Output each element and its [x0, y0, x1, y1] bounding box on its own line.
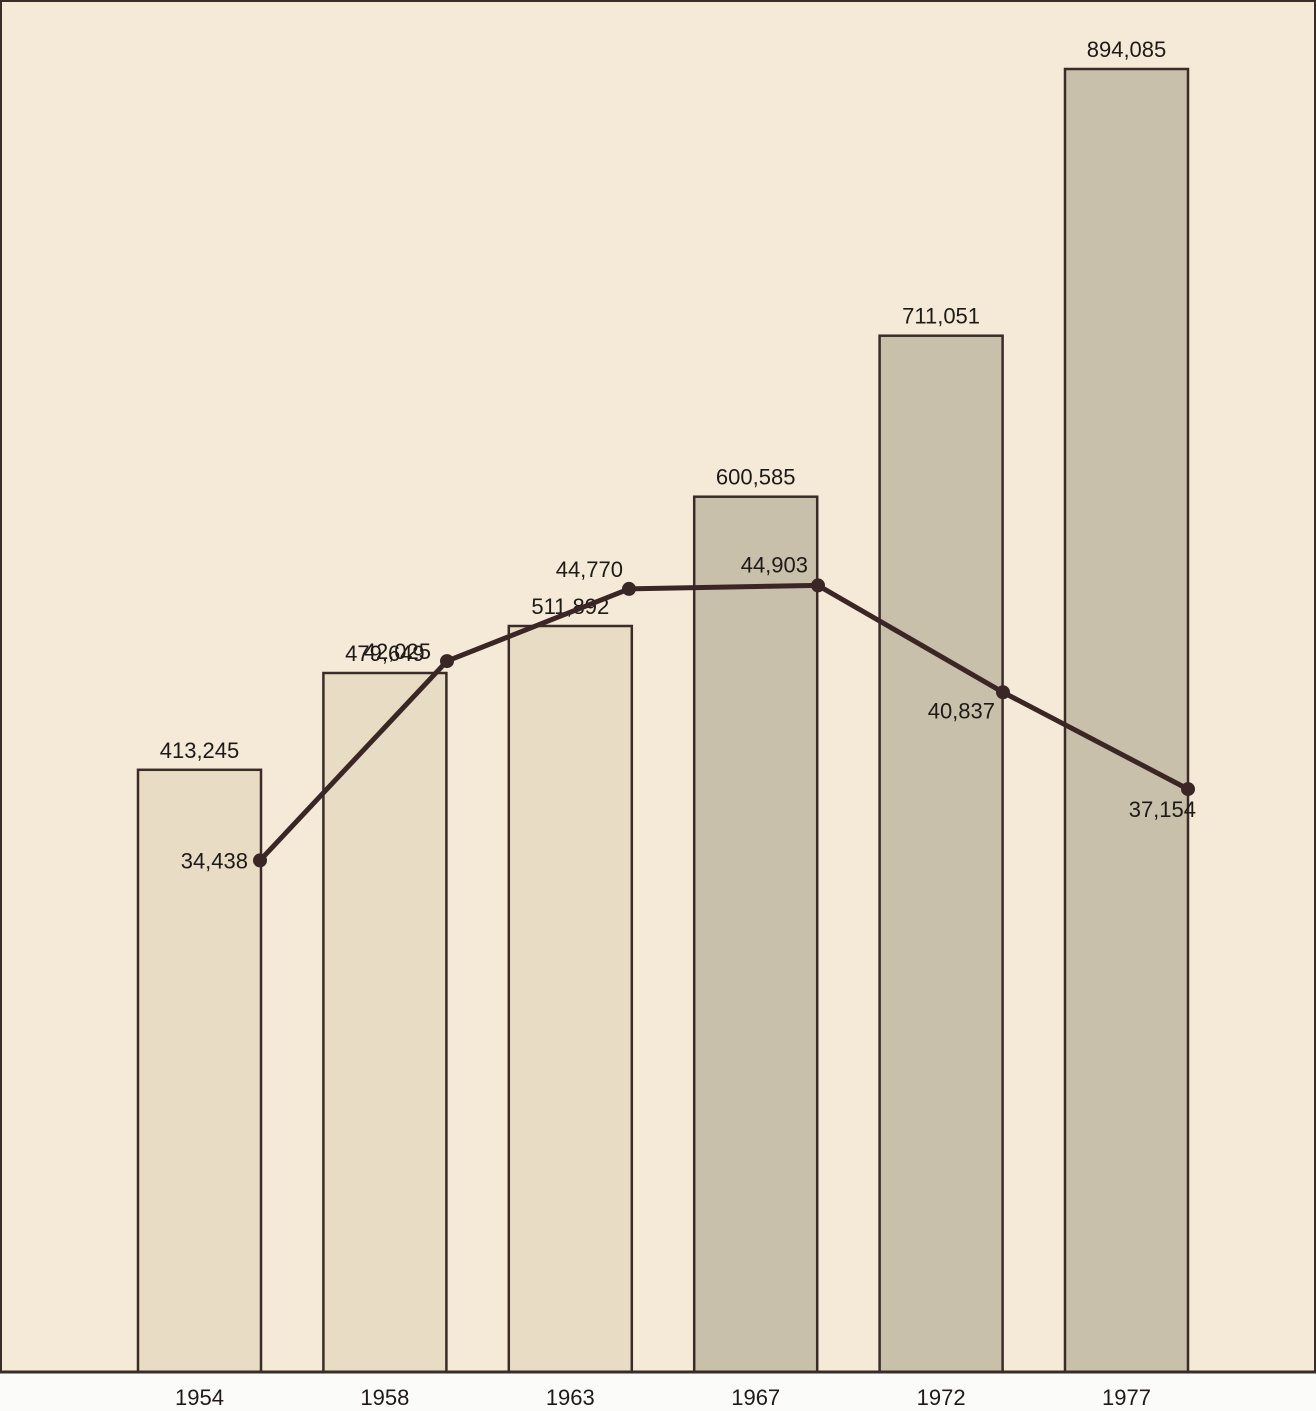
- bar-1963: [507, 624, 634, 1374]
- bar-value-label-1972: 711,051: [902, 304, 980, 329]
- bar-value-label-1963: 511,892: [531, 594, 609, 619]
- bar-value-label-1967: 600,585: [716, 465, 796, 490]
- ticks-layer: 1954 1958 1963 1967 1972 1977: [175, 1385, 1151, 1410]
- line-point-1967: [811, 578, 825, 593]
- bar-1967: [692, 495, 819, 1374]
- line-point-1977: [1181, 782, 1195, 797]
- bar-labels-layer: 413,245 479,649 511,892 600,585 711,051 894,0…: [160, 37, 1167, 763]
- x-tick-label-1977: 1977: [1102, 1385, 1151, 1410]
- line-layer: 34,438 42,025 44,770 44,903 40,837 37,154: [181, 552, 1196, 873]
- bar-value-label-1958: 479,649: [345, 641, 425, 666]
- line-value-label-1977: 37,154: [1129, 797, 1196, 822]
- x-tick-label-1967: 1967: [731, 1385, 780, 1410]
- line-point-1963: [622, 581, 636, 596]
- line-value-label-1954: 34,438: [181, 848, 248, 873]
- bar-value-label-1954: 413,245: [160, 738, 240, 763]
- bar-1977: [1063, 67, 1190, 1374]
- line-value-label-1967: 44,903: [741, 552, 808, 577]
- x-tick-label-1958: 1958: [360, 1385, 409, 1410]
- line-value-label-1958: 42,025: [364, 639, 431, 664]
- line-point-1958: [440, 654, 454, 669]
- bar-value-label-1977: 894,085: [1087, 37, 1167, 62]
- line-point-1954: [253, 853, 267, 868]
- bar-1954: [136, 768, 263, 1374]
- bars-layer: [136, 67, 1190, 1374]
- line-point-1972: [996, 685, 1010, 700]
- line-value-label-1963: 44,770: [556, 557, 623, 582]
- bar-1972: [878, 334, 1004, 1374]
- line-value-label-1972: 40,837: [928, 698, 995, 723]
- x-tick-label-1963: 1963: [546, 1385, 595, 1410]
- x-tick-label-1954: 1954: [175, 1385, 224, 1410]
- line-series: [257, 582, 1191, 863]
- x-tick-label-1972: 1972: [917, 1385, 966, 1410]
- bar-1958: [322, 671, 448, 1374]
